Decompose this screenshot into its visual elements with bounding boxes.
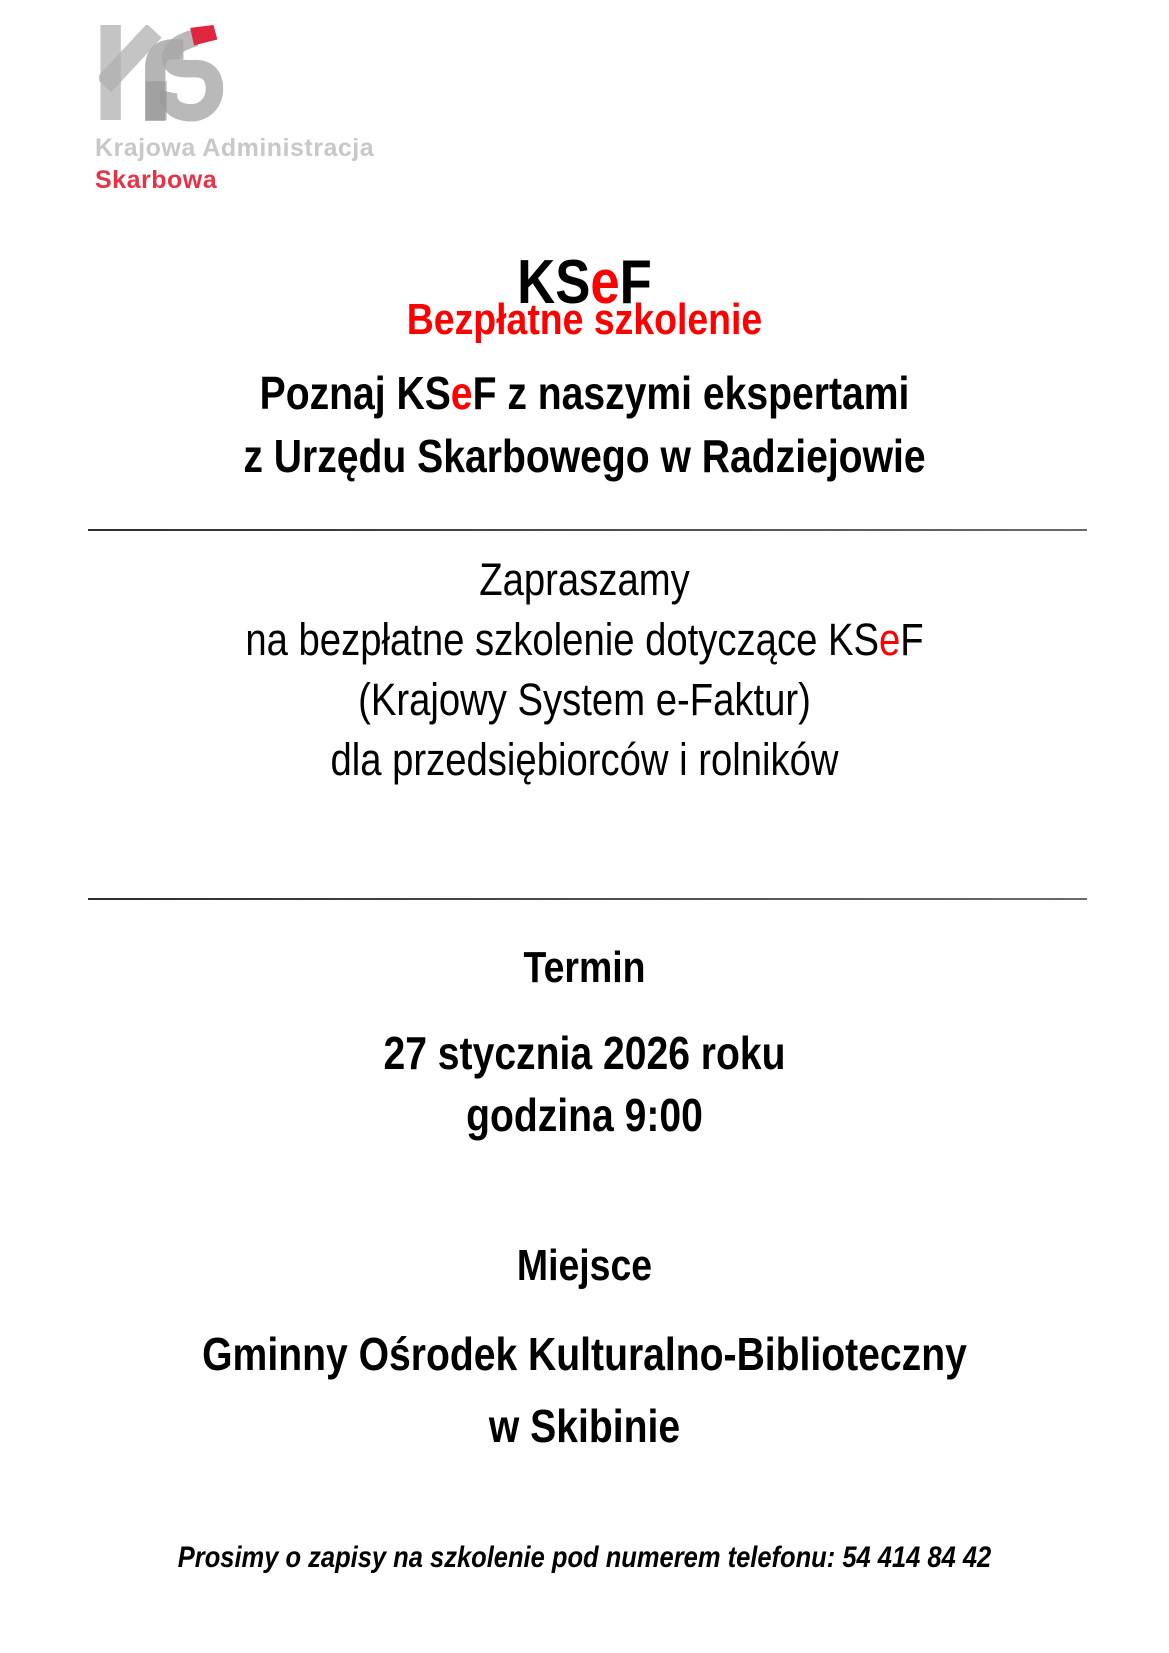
intro-text: Poznaj KSeF z naszymi ekspertami z Urzęd…	[88, 362, 1082, 488]
intro-line1-accent: e	[450, 367, 473, 419]
schedule-date: 27 stycznia 2026 roku	[383, 1027, 786, 1079]
signup-phone-note: Prosimy o zapisy na szkolenie pod numere…	[177, 1541, 992, 1574]
schedule-time: godzina 9:00	[466, 1089, 703, 1141]
divider-top	[88, 529, 1087, 531]
intro-line1-pre: Poznaj KS	[259, 367, 451, 419]
invitation-text: Zapraszamy na bezpłatne szkolenie dotycz…	[88, 550, 1082, 790]
intro-line1: Poznaj KSeF z naszymi ekspertami	[88, 362, 1082, 425]
logo-text-line2: Skarbowa	[95, 166, 218, 194]
subtitle-free-training: Bezpłatne szkolenie	[406, 295, 763, 344]
schedule-heading: Termin	[523, 943, 646, 992]
intro-line1-post: F z naszymi ekspertami	[472, 367, 910, 419]
schedule-datetime: 27 stycznia 2026 roku godzina 9:00	[88, 1022, 1082, 1146]
invitation-line2: na bezpłatne szkolenie dotyczące KSeF	[88, 610, 1082, 670]
logo-text-line1: Krajowa Administracja	[95, 134, 375, 162]
venue-heading: Miejsce	[516, 1241, 653, 1290]
invitation-line1: Zapraszamy	[479, 554, 690, 605]
kas-logo: Krajowa Administracja Skarbowa	[95, 25, 374, 195]
venue-name: Gminny Ośrodek Kulturalno-Biblioteczny	[202, 1328, 967, 1380]
kas-logo-icon	[99, 25, 224, 122]
venue-location: w Skibinie	[488, 1400, 681, 1452]
title-accent: e	[590, 247, 620, 317]
invitation-line2-accent: e	[878, 614, 901, 665]
title-prefix: KS	[517, 247, 591, 317]
invitation-line4: dla przedsiębiorców i rolników	[330, 734, 839, 785]
divider-bottom	[88, 898, 1087, 900]
invitation-line2-post: F	[900, 614, 924, 665]
title-suffix: F	[619, 247, 652, 317]
invitation-line3: (Krajowy System e-Faktur)	[358, 674, 811, 725]
invitation-line2-pre: na bezpłatne szkolenie dotyczące KS	[245, 614, 879, 665]
page-title: KSeF	[88, 251, 1082, 314]
intro-line2: z Urzędu Skarbowego w Radziejowie	[243, 430, 926, 482]
